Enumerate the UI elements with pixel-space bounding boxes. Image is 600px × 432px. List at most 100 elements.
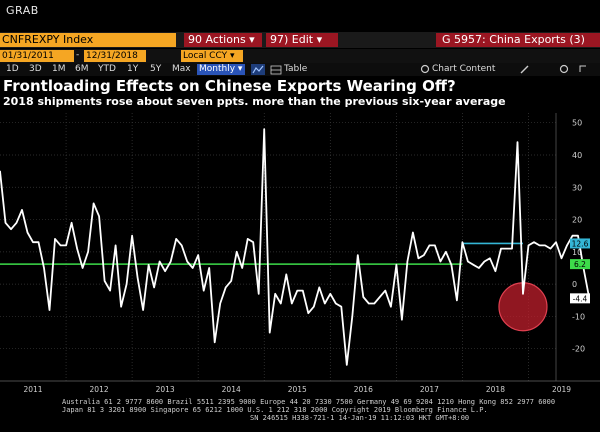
data-point xyxy=(241,267,243,269)
data-point xyxy=(450,264,453,266)
data-point xyxy=(401,319,403,321)
data-point xyxy=(285,273,287,276)
line-chart-icon[interactable] xyxy=(251,64,265,75)
data-point xyxy=(445,251,447,253)
data-point xyxy=(43,267,45,269)
data-point xyxy=(384,289,386,292)
data-point xyxy=(423,254,425,256)
data-point xyxy=(280,302,282,305)
x-tick-label: 2011 xyxy=(23,385,42,394)
chart-title-tab: G 5957: China Exports (3) xyxy=(436,33,600,47)
end-date-field[interactable]: 12/31/2018 xyxy=(84,50,146,62)
share-icon[interactable] xyxy=(579,65,586,72)
frequency-select[interactable]: Monthly ▾ xyxy=(197,64,245,75)
data-point xyxy=(159,260,161,263)
period-1d[interactable]: 1D xyxy=(6,64,19,74)
x-tick-label: 2019 xyxy=(552,385,571,394)
data-point xyxy=(54,238,56,240)
currency-select[interactable]: Local CCY ▾ xyxy=(181,50,243,62)
chart-content-gear-icon[interactable] xyxy=(420,64,430,74)
exports-series-line xyxy=(0,128,590,366)
data-point xyxy=(131,235,133,237)
data-point xyxy=(219,302,221,305)
data-point xyxy=(527,244,530,246)
period-1m[interactable]: 1M xyxy=(52,64,66,74)
period-3d[interactable]: 3D xyxy=(29,64,42,74)
data-point xyxy=(483,260,486,263)
data-point xyxy=(175,238,177,240)
data-point xyxy=(15,222,18,224)
data-point xyxy=(230,280,232,282)
data-point xyxy=(203,289,205,292)
period-bar xyxy=(0,63,600,76)
data-point xyxy=(148,264,150,266)
edit-menu-button[interactable]: 97) Edit ▾ xyxy=(266,33,338,47)
settings-gear-icon[interactable] xyxy=(559,64,569,74)
table-button-label[interactable]: Table xyxy=(284,64,308,74)
data-point xyxy=(142,309,144,311)
data-point xyxy=(494,270,497,272)
ticker-field[interactable]: CNFREXPY Index xyxy=(0,33,176,47)
value-badge xyxy=(570,238,590,249)
data-point xyxy=(76,248,78,250)
period-ytd[interactable]: YTD xyxy=(98,64,116,74)
x-tick-label: 2014 xyxy=(222,385,241,394)
chart-content-button-label[interactable]: Chart Content xyxy=(432,64,496,74)
table-icon[interactable] xyxy=(270,65,282,75)
data-point xyxy=(87,251,89,253)
x-tick-label: 2018 xyxy=(486,385,505,394)
data-point xyxy=(368,302,370,305)
data-point xyxy=(109,289,111,292)
data-point xyxy=(439,260,441,263)
start-date-field[interactable]: 01/31/2011 xyxy=(0,50,74,62)
data-point xyxy=(81,267,84,269)
data-point xyxy=(549,248,552,250)
period-5y[interactable]: 5Y xyxy=(150,64,162,74)
data-point xyxy=(461,241,464,243)
actions-menu-button[interactable]: 90 Actions ▾ xyxy=(184,33,262,47)
data-point xyxy=(505,248,508,250)
x-tick-label: 2012 xyxy=(90,385,109,394)
y-tick-label: -10 xyxy=(572,312,585,321)
data-point xyxy=(26,231,29,234)
value-badge xyxy=(570,259,590,270)
data-point xyxy=(379,296,381,298)
data-point xyxy=(186,260,188,263)
data-point xyxy=(357,254,359,256)
edit-pencil-icon[interactable] xyxy=(520,65,529,74)
data-point xyxy=(522,293,524,295)
y-tick-label: 20 xyxy=(572,216,582,225)
data-point xyxy=(115,244,117,246)
period-1y[interactable]: 1Y xyxy=(127,64,139,74)
value-badge-label: 6.2 xyxy=(574,260,586,269)
data-point xyxy=(329,293,331,295)
data-point xyxy=(478,267,480,269)
data-point xyxy=(340,306,342,308)
y-tick-label: 50 xyxy=(572,119,582,128)
data-point xyxy=(417,257,419,259)
data-point xyxy=(126,283,128,285)
data-point xyxy=(351,315,353,318)
data-point xyxy=(324,302,326,305)
data-point xyxy=(500,248,502,250)
data-point xyxy=(225,286,227,288)
data-point xyxy=(511,248,513,250)
chart-headline: Frontloading Effects on Chinese Exports … xyxy=(3,77,456,95)
data-point xyxy=(560,257,563,259)
data-point xyxy=(373,302,375,305)
window-title: GRAB xyxy=(6,4,39,17)
data-point xyxy=(98,215,100,217)
period-max[interactable]: Max xyxy=(172,64,191,74)
x-tick-label: 2016 xyxy=(354,385,373,394)
period-6m[interactable]: 6M xyxy=(75,64,89,74)
data-point xyxy=(21,209,23,211)
date-range-bar xyxy=(0,49,600,63)
data-point xyxy=(472,264,475,266)
chart-subheadline: 2018 shipments rose about seven ppts. mo… xyxy=(3,95,506,108)
footer-contacts-line1: Australia 61 2 9777 8600 Brazil 5511 239… xyxy=(62,398,556,406)
data-point xyxy=(577,235,579,237)
data-point xyxy=(164,270,166,272)
y-tick-label: 0 xyxy=(572,280,577,289)
data-point xyxy=(32,241,34,243)
